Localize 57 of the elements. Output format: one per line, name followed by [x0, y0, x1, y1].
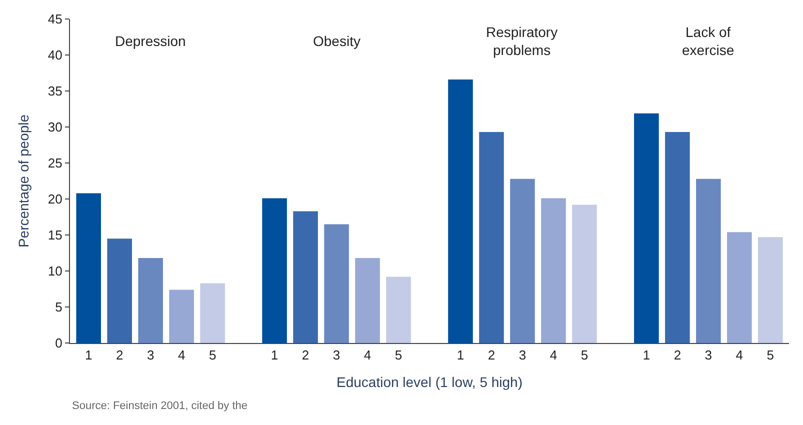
y-tick-label: 15	[48, 228, 62, 243]
x-tick-label: 4	[550, 348, 558, 363]
bar	[727, 232, 752, 343]
bar	[262, 198, 287, 343]
bar	[169, 290, 194, 343]
x-tick-label: 4	[364, 348, 372, 363]
annotation: Depression	[115, 33, 186, 49]
annotation: Obesity	[313, 33, 360, 49]
y-tick-label: 35	[48, 84, 62, 99]
bar	[107, 238, 132, 343]
x-tick-label: 4	[178, 348, 186, 363]
bar	[355, 258, 380, 343]
bar	[76, 193, 101, 343]
x-tick-label: 3	[146, 348, 154, 363]
x-tick-label: 2	[302, 348, 310, 363]
bar	[665, 132, 690, 343]
x-tick-label: 5	[208, 348, 216, 363]
annotation: Respiratory problems	[486, 24, 558, 58]
y-tick-label: 40	[48, 48, 62, 63]
x-tick-label: 5	[766, 348, 774, 363]
x-tick-label: 3	[704, 348, 712, 363]
x-tick-label: 1	[456, 348, 464, 363]
x-tick-label: 1	[642, 348, 650, 363]
y-tick-label: 0	[55, 336, 62, 351]
bar	[510, 178, 535, 343]
annotation: Lack of exercise	[682, 24, 734, 58]
bar	[448, 79, 473, 343]
bar	[386, 276, 411, 343]
y-tick-label: 45	[48, 12, 62, 27]
bar	[696, 178, 721, 343]
bar	[634, 113, 659, 343]
x-tick-label: 4	[736, 348, 744, 363]
y-tick-label: 5	[55, 300, 62, 315]
source-note: Source: Feinstein 2001, cited by the	[72, 400, 248, 412]
y-tick-label: 20	[48, 192, 62, 207]
bar	[324, 224, 349, 343]
x-tick-label: 1	[84, 348, 92, 363]
bar	[138, 258, 163, 343]
x-tick-label: 5	[580, 348, 588, 363]
y-tick-label: 10	[48, 264, 62, 279]
y-tick-label: 25	[48, 156, 62, 171]
bar	[479, 132, 504, 343]
x-tick-label: 3	[332, 348, 340, 363]
y-tick-label: 30	[48, 120, 62, 135]
x-tick-label: 3	[518, 348, 526, 363]
x-tick-label: 5	[394, 348, 402, 363]
bar	[572, 204, 597, 343]
y-axis-title: Percentage of people	[16, 114, 32, 248]
x-axis-title: Education level (1 low, 5 high)	[336, 374, 522, 390]
bar	[200, 283, 225, 343]
x-tick-label: 2	[116, 348, 124, 363]
x-tick-label: 2	[488, 348, 496, 363]
bar	[758, 237, 783, 343]
bar	[293, 211, 318, 343]
bar	[541, 198, 566, 343]
x-tick-label: 1	[270, 348, 278, 363]
x-tick-label: 2	[674, 348, 682, 363]
